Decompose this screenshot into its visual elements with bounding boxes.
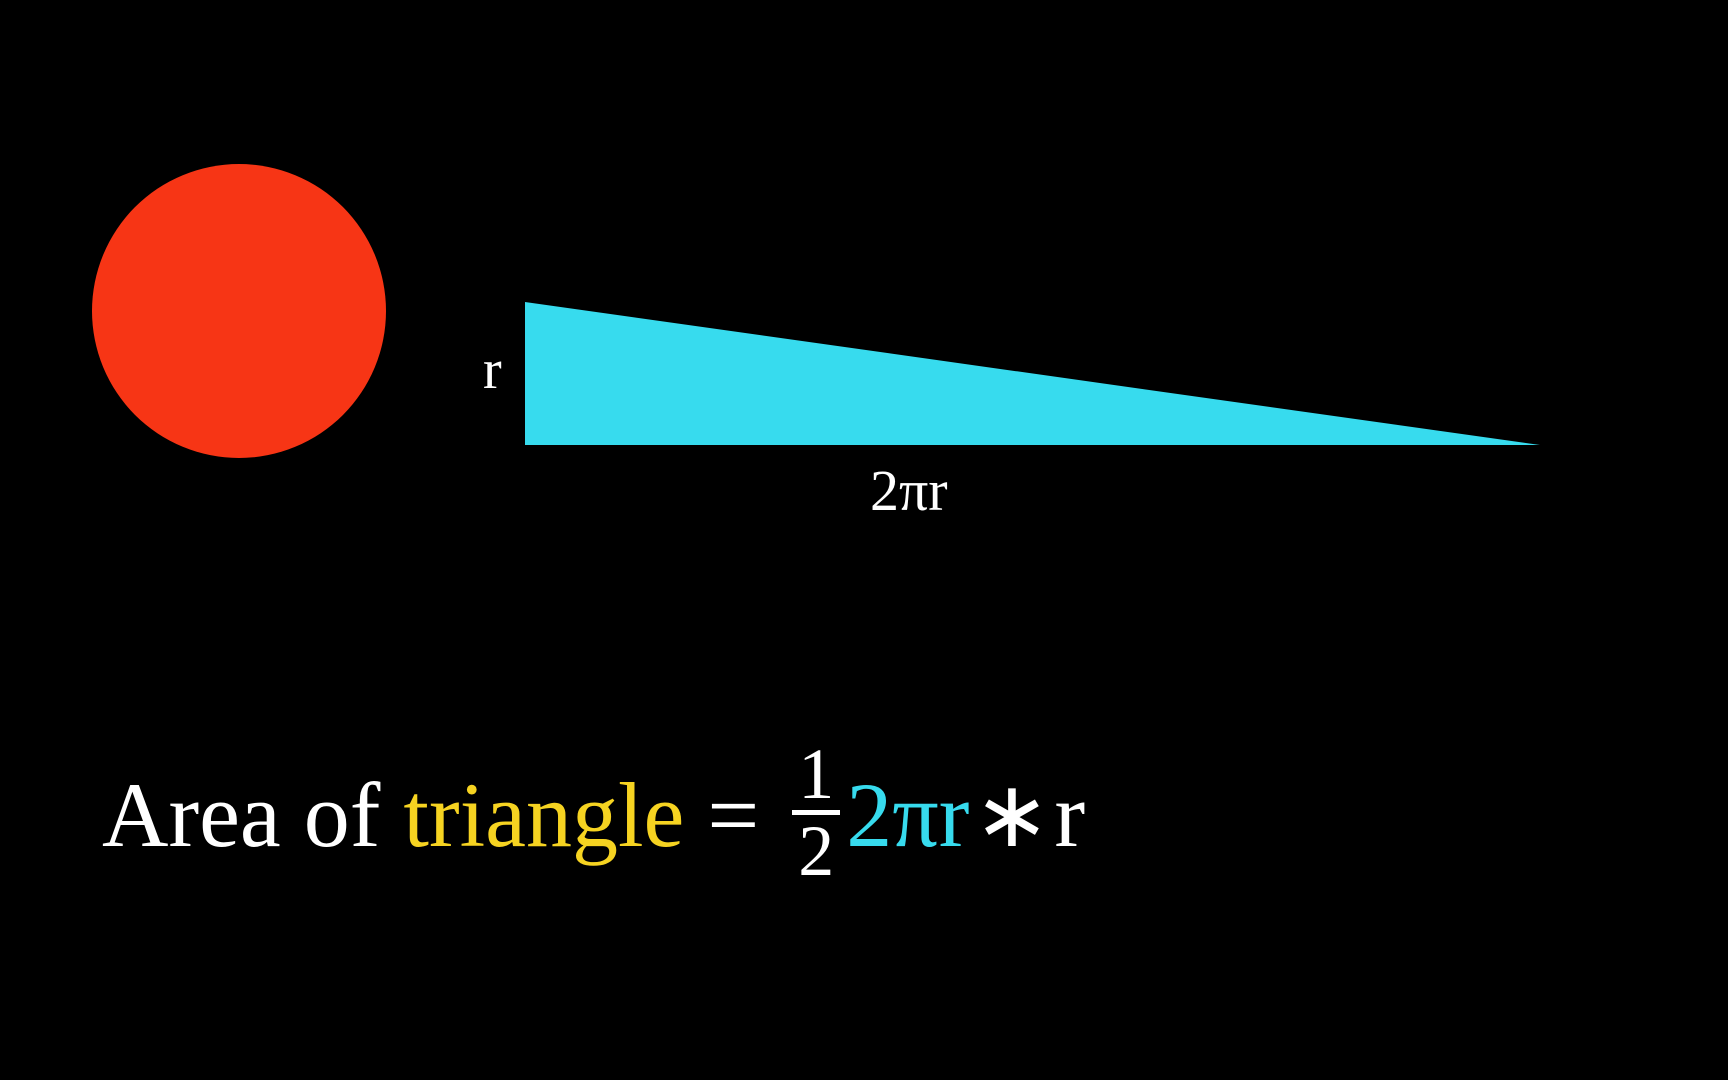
diagram-canvas: r 2πr Area of triangle = 1 2 2πr ∗ r (0, 0, 1728, 1080)
formula-times: ∗ (973, 769, 1050, 861)
formula-height-term: r (1054, 769, 1085, 861)
formula-area-of: Area of (102, 769, 380, 861)
triangle-shape (0, 0, 1728, 1080)
fraction-numerator: 1 (792, 738, 840, 810)
formula-equals: = (707, 769, 759, 861)
formula-triangle-word: triangle (403, 769, 684, 861)
fraction-denominator: 2 (792, 815, 840, 887)
base-label: 2πr (870, 462, 948, 520)
height-label: r (483, 342, 502, 398)
area-formula: Area of triangle = 1 2 2πr ∗ r (102, 740, 1085, 889)
formula-one-half: 1 2 (792, 738, 840, 887)
formula-base-term: 2πr (846, 769, 969, 861)
